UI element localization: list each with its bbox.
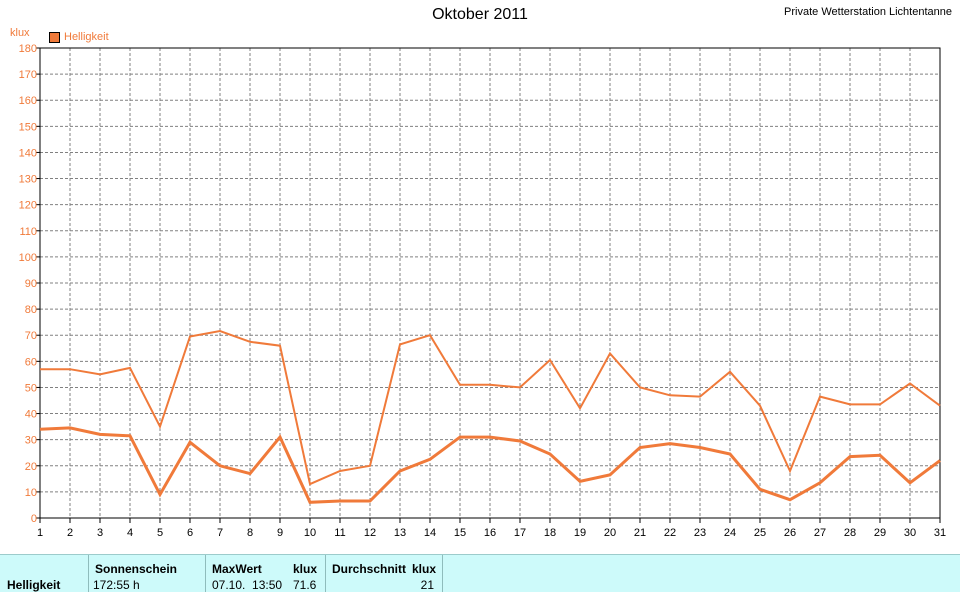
x-tick-label: 26 [784, 527, 796, 539]
y-axis-unit: klux [10, 27, 30, 39]
x-tick-label: 29 [874, 527, 886, 539]
series-line-max [40, 329, 941, 486]
max-unit: klux [293, 562, 318, 576]
x-tick-label: 14 [424, 527, 436, 539]
y-tick-label: 110 [19, 226, 37, 238]
y-tick-label: 70 [25, 330, 37, 342]
y-tick-label: 80 [25, 304, 37, 316]
avg-unit: klux [412, 562, 437, 576]
max-column: MaxWert klux 07.10. 13:50 71.6 [205, 555, 326, 592]
x-tick-label: 12 [364, 527, 376, 539]
y-tick-label: 140 [19, 147, 37, 159]
x-tick-label: 7 [217, 527, 223, 539]
avg-column: Durchschnitt klux 21 [325, 555, 443, 592]
x-tick-label: 27 [814, 527, 826, 539]
sunshine-header: Sonnenschein [95, 562, 178, 576]
x-tick-label: 8 [247, 527, 253, 539]
x-tick-label: 9 [277, 527, 283, 539]
y-tick-label: 20 [25, 461, 37, 473]
x-tick-label: 24 [724, 527, 736, 539]
sunshine-column: Sonnenschein 172:55 h [88, 555, 205, 592]
sunshine-value: 172:55 h [93, 578, 140, 592]
y-tick-label: 40 [25, 409, 37, 421]
legend-label: Helligkeit [64, 31, 109, 43]
x-tick-label: 28 [844, 527, 856, 539]
x-tick-label: 21 [634, 527, 646, 539]
y-tick-label: 30 [25, 435, 37, 447]
y-tick-label: 170 [19, 69, 37, 81]
station-name: Private Wetterstation Lichtentanne [784, 6, 952, 18]
max-header: MaxWert [212, 562, 262, 576]
y-tick-label: 100 [19, 252, 37, 264]
max-value: 71.6 [293, 578, 317, 592]
x-tick-label: 25 [754, 527, 766, 539]
y-tick-label: 160 [19, 95, 37, 107]
y-tick-label: 150 [19, 121, 37, 133]
x-tick-label: 31 [934, 527, 946, 539]
series-line-mean [39, 426, 941, 504]
x-tick-label: 19 [574, 527, 586, 539]
chart-title: Oktober 2011 [432, 6, 528, 23]
x-tick-label: 1 [37, 527, 43, 539]
x-tick-label: 11 [334, 527, 345, 539]
x-tick-label: 23 [694, 527, 706, 539]
x-tick-label: 3 [97, 527, 103, 539]
x-tick-label: 2 [67, 527, 73, 539]
max-datetime: 07.10. 13:50 [212, 578, 283, 592]
y-tick-label: 90 [25, 278, 37, 290]
x-tick-label: 16 [484, 527, 496, 539]
y-tick-label: 0 [31, 513, 37, 525]
x-tick-label: 18 [544, 527, 556, 539]
y-tick-label: 120 [19, 200, 37, 212]
x-tick-label: 10 [304, 527, 316, 539]
x-tick-label: 13 [394, 527, 406, 539]
x-tick-label: 5 [157, 527, 163, 539]
summary-row-label: Helligkeit [7, 578, 61, 592]
y-tick-label: 180 [19, 43, 37, 55]
x-tick-label: 6 [187, 527, 193, 539]
summary-table: Helligkeit Sonnenschein 172:55 h MaxWert… [0, 554, 960, 592]
x-tick-label: 4 [127, 527, 133, 539]
x-tick-label: 30 [904, 527, 916, 539]
y-tick-label: 130 [19, 174, 37, 186]
avg-header: Durchschnitt [332, 562, 407, 576]
y-tick-label: 60 [25, 356, 37, 368]
chart: 0102030405060708090100110120130140150160… [19, 43, 946, 539]
x-tick-label: 20 [604, 527, 616, 539]
legend: Helligkeit [49, 31, 109, 43]
x-tick-label: 17 [514, 527, 526, 539]
avg-value: 21 [420, 578, 434, 592]
y-tick-label: 50 [25, 382, 37, 394]
y-tick-label: 10 [25, 487, 37, 499]
x-tick-label: 22 [664, 527, 676, 539]
x-tick-label: 15 [454, 527, 466, 539]
legend-swatch [49, 31, 60, 43]
